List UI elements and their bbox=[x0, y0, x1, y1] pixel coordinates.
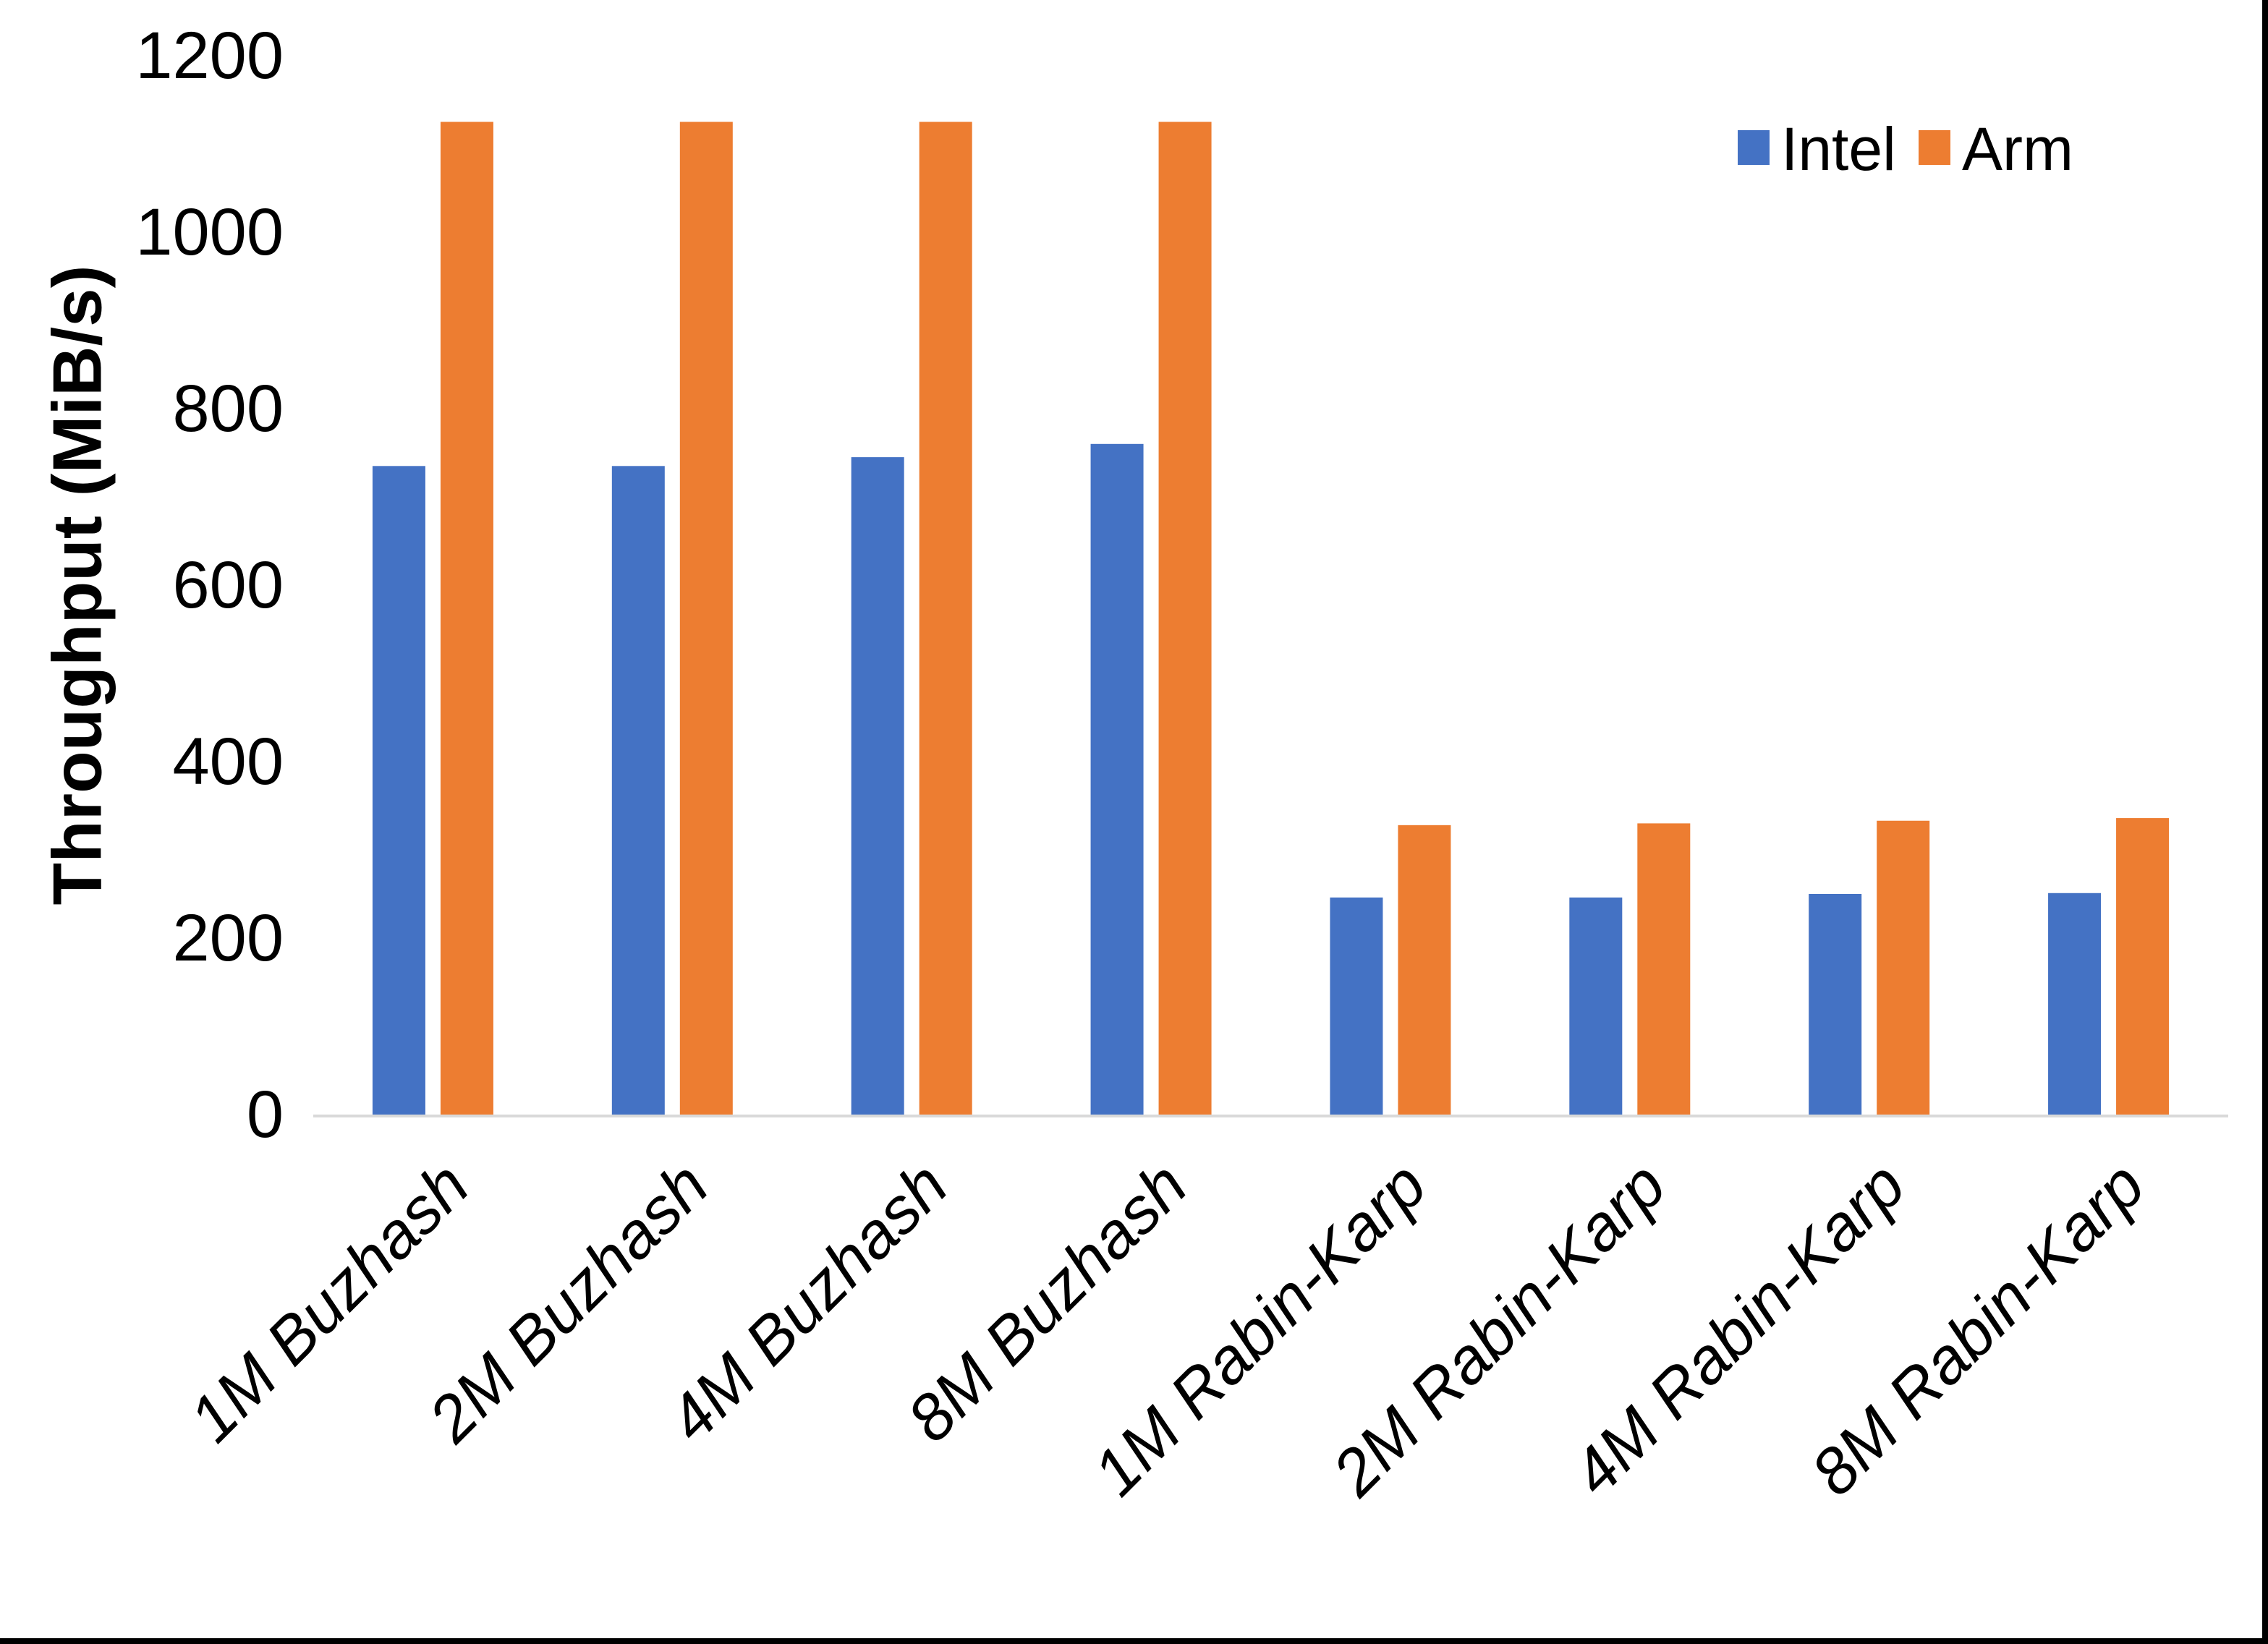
bar-arm-5 bbox=[1398, 825, 1451, 1115]
bar-intel-8 bbox=[2048, 893, 2102, 1115]
y-tick-label-1200: 1200 bbox=[135, 19, 284, 93]
bar-intel-4 bbox=[1090, 443, 1144, 1115]
y-tick-label-800: 800 bbox=[173, 372, 284, 446]
bar-intel-6 bbox=[1569, 897, 1623, 1115]
bar-intel-1 bbox=[372, 466, 425, 1115]
bar-arm-6 bbox=[1637, 823, 1691, 1115]
bar-intel-3 bbox=[851, 457, 904, 1115]
bar-arm-2 bbox=[679, 122, 733, 1115]
legend-swatch-intel bbox=[1738, 130, 1770, 165]
bar-arm-1 bbox=[440, 122, 493, 1115]
legend-label-arm: Arm bbox=[1962, 115, 2073, 183]
frame-border-bottom bbox=[0, 1638, 2268, 1644]
bar-arm-8 bbox=[2116, 818, 2170, 1115]
bar-intel-5 bbox=[1330, 897, 1383, 1115]
frame-border-right bbox=[2262, 0, 2268, 1644]
y-tick-label-1000: 1000 bbox=[135, 195, 284, 269]
y-tick-label-200: 200 bbox=[173, 901, 284, 975]
bar-intel-2 bbox=[611, 466, 665, 1115]
bar-arm-7 bbox=[1877, 820, 1930, 1115]
y-tick-label-0: 0 bbox=[247, 1078, 284, 1151]
bar-intel-7 bbox=[1809, 894, 1862, 1115]
legend-label-intel: Intel bbox=[1781, 115, 1896, 183]
y-tick-label-600: 600 bbox=[173, 548, 284, 622]
bar-arm-3 bbox=[919, 122, 972, 1115]
y-tick-label-400: 400 bbox=[173, 725, 284, 798]
bar-arm-4 bbox=[1158, 122, 1212, 1115]
legend-swatch-arm bbox=[1919, 130, 1950, 165]
y-axis-title: Throughput (MiB/s) bbox=[39, 265, 116, 905]
